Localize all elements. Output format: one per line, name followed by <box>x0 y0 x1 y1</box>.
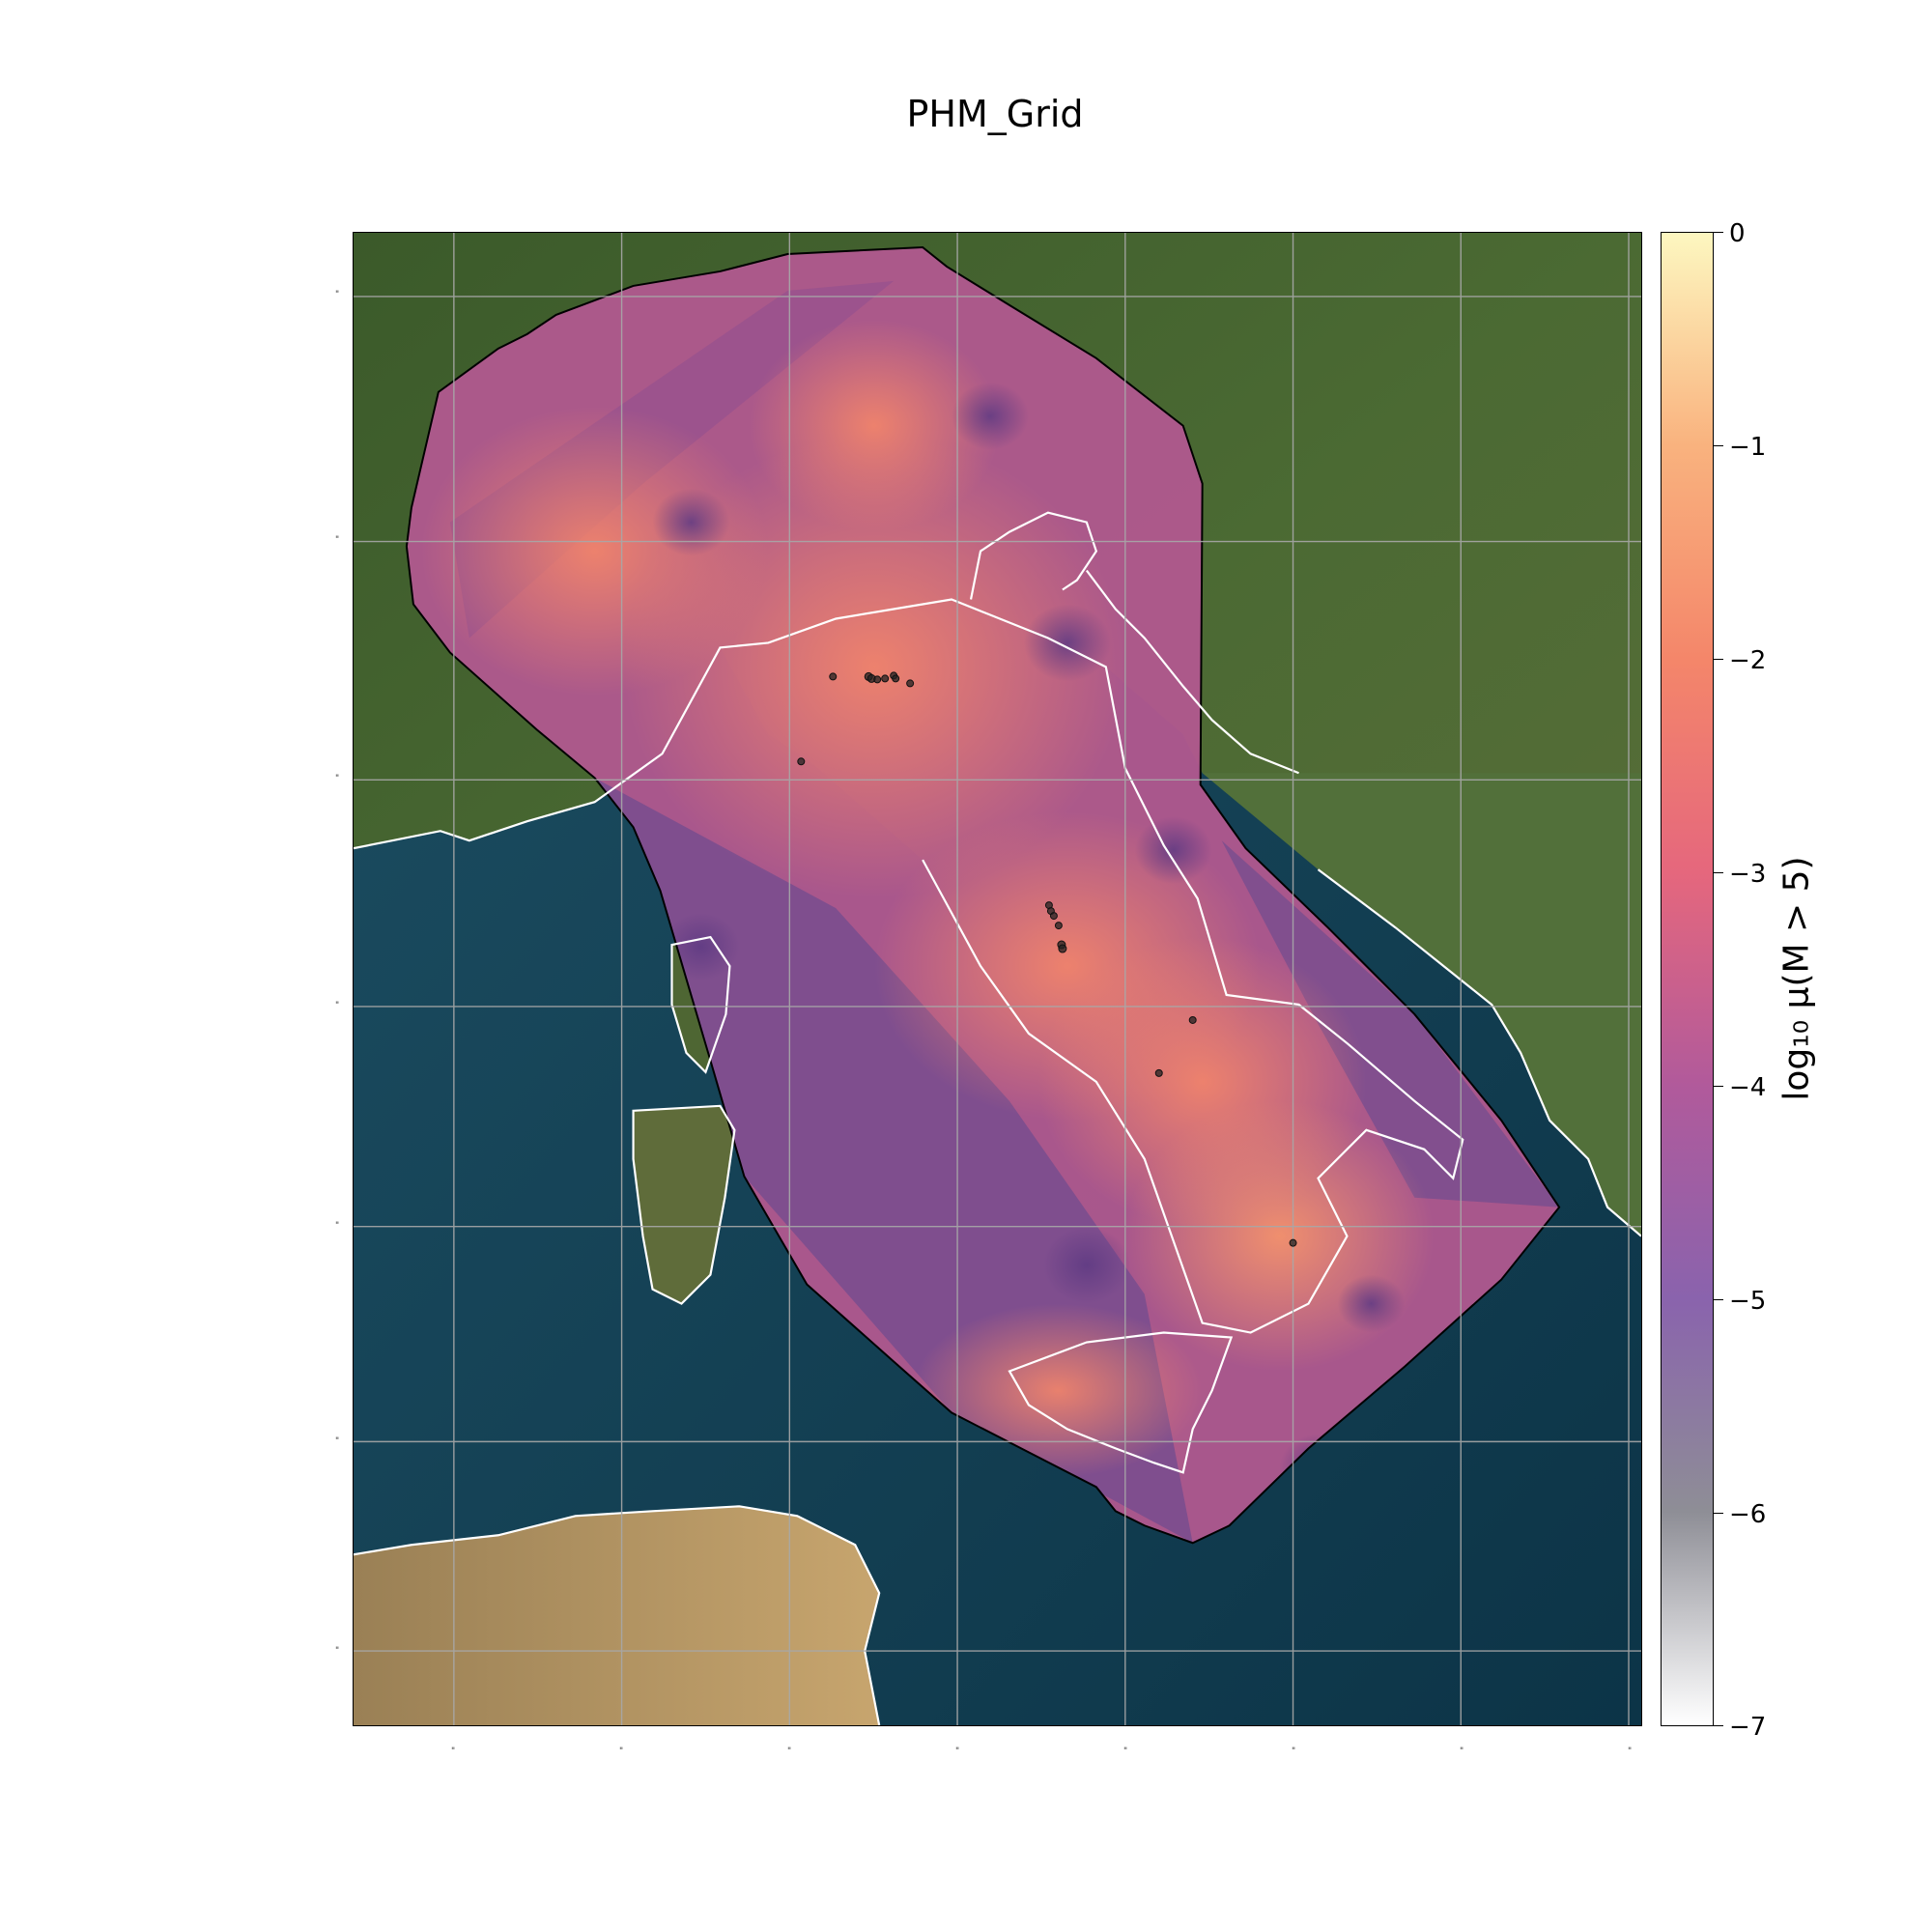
graticule <box>354 233 1641 1725</box>
lon-tick-label: " <box>1123 1747 1128 1756</box>
colorbar <box>1661 232 1714 1726</box>
lon-tick-label: " <box>787 1747 792 1756</box>
event-marker <box>881 674 890 683</box>
colorbar-tick <box>1714 232 1723 233</box>
land-balkans <box>1202 773 1641 1236</box>
colorbar-tick <box>1714 445 1723 446</box>
map-panel[interactable] <box>353 232 1642 1726</box>
chart-title: PHM_Grid <box>906 93 1084 135</box>
land-north-africa <box>354 1506 880 1725</box>
event-marker <box>797 757 806 766</box>
event-marker <box>892 674 900 683</box>
colorbar-tick-label: 0 <box>1729 219 1746 248</box>
lat-tick-label: " <box>335 1646 340 1656</box>
region-border <box>405 245 1561 1545</box>
event-marker <box>1049 912 1058 921</box>
event-marker <box>829 672 838 681</box>
colorbar-tick <box>1714 659 1723 660</box>
colorbar-tick-label: −4 <box>1729 1073 1767 1102</box>
colorbar-tick-label: −2 <box>1729 646 1767 675</box>
lat-tick-label: " <box>335 1221 340 1231</box>
colorbar-tick-label: −1 <box>1729 433 1767 462</box>
colorbar-title: log₁₀ μ(M > 5) <box>1776 856 1817 1101</box>
event-marker <box>1154 1068 1163 1077</box>
lon-tick-label: " <box>619 1747 624 1756</box>
event-marker <box>906 679 915 688</box>
lon-tick-label: " <box>955 1747 960 1756</box>
lat-tick-label: " <box>335 1436 340 1446</box>
event-marker <box>1058 944 1067 953</box>
lon-tick-label: " <box>1628 1747 1633 1756</box>
colorbar-tick-label: −7 <box>1729 1713 1767 1742</box>
earthquake-events <box>797 671 1297 1247</box>
lat-tick-label: " <box>335 774 340 783</box>
land-sardinia <box>633 1105 735 1304</box>
colorbar-tick-label: −3 <box>1729 860 1767 889</box>
lon-tick-label: " <box>451 1747 456 1756</box>
map-canvas <box>354 233 1641 1725</box>
colorbar-tick <box>1714 1299 1723 1300</box>
lat-tick-label: " <box>335 1001 340 1010</box>
colorbar-tick <box>1714 1725 1723 1726</box>
colorbar-tick <box>1714 1513 1723 1514</box>
colorbar-tick-label: −5 <box>1729 1287 1767 1316</box>
event-marker <box>1188 1015 1197 1024</box>
colorbar-tick <box>1714 872 1723 873</box>
event-marker <box>1054 922 1063 930</box>
event-marker <box>873 675 882 684</box>
colorbar-tick <box>1714 1086 1723 1087</box>
lat-tick-label: " <box>335 535 340 545</box>
colorbar-tick-label: −6 <box>1729 1500 1767 1529</box>
event-marker <box>1289 1238 1297 1247</box>
coastlines <box>354 511 1641 1725</box>
lat-tick-label: " <box>335 290 340 299</box>
lon-tick-label: " <box>1460 1747 1464 1756</box>
lon-tick-label: " <box>1292 1747 1296 1756</box>
